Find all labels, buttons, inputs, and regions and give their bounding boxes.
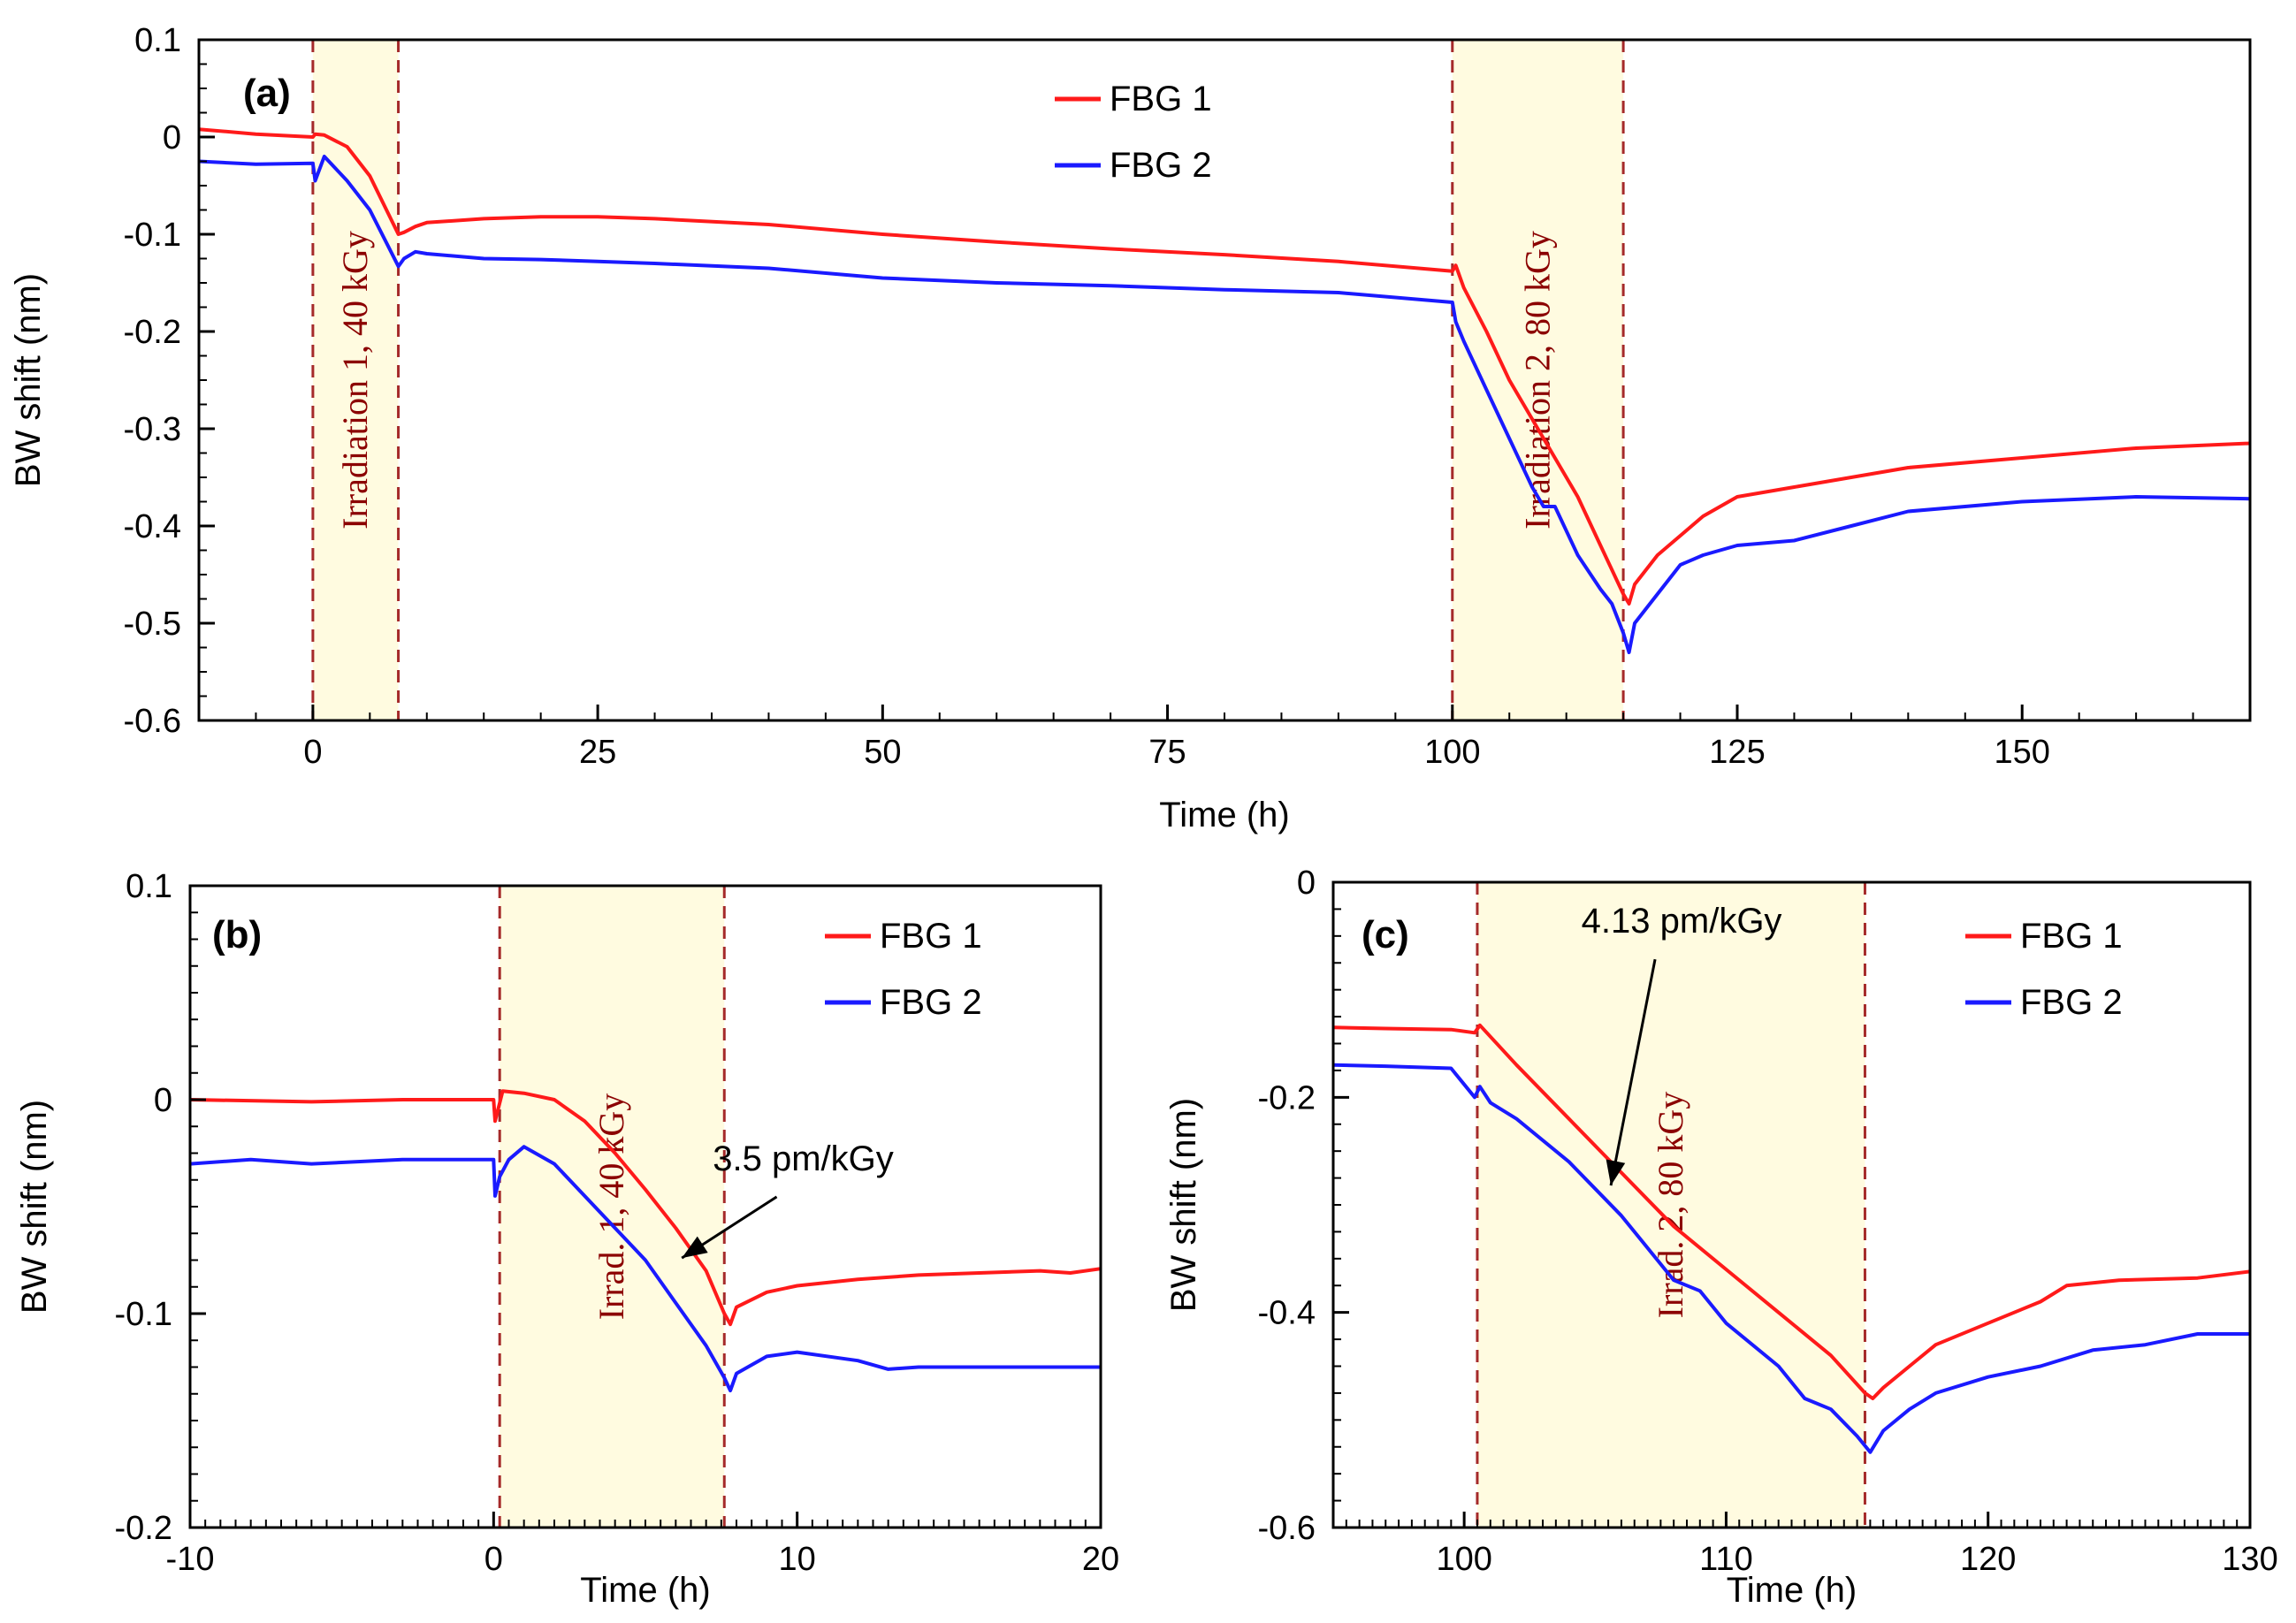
x-tick-label: 130 (2222, 1541, 2277, 1578)
panel-c: Irrad. 2, 80 kGy 100 110 120 130 0 -0.2 -0.4 -0.… (1164, 865, 2278, 1610)
y-tick-label: -0.4 (1258, 1295, 1316, 1332)
panel-label: (c) (1362, 913, 1409, 956)
series-line-fbg-1 (1332, 1023, 2251, 1400)
panel-b: Irrad. 1, 40 kGy -10 0 10 20 0.1 0 -0.1 -0.2 Time… (15, 868, 1119, 1610)
y-axis-title: BW shift (nm) (9, 273, 48, 487)
x-tick-label: 25 (579, 734, 616, 771)
annotation-arrow-shaft (1609, 958, 1657, 1186)
y-axis-title: BW shift (nm) (15, 1100, 54, 1314)
x-tick-label: 150 (1995, 734, 2050, 771)
y-tick-label: -0.6 (124, 703, 181, 740)
x-tick-label: 120 (1960, 1541, 2016, 1578)
x-axis-title: Time (h) (580, 1571, 710, 1610)
panel-label: (a) (243, 72, 291, 115)
irradiation-label: Irrad. 2, 80 kGy (1651, 1092, 1690, 1319)
x-tick-label: 20 (1082, 1541, 1119, 1578)
y-tick-label: 0.1 (126, 868, 172, 905)
y-tick-label: -0.2 (124, 314, 181, 351)
x-tick-label: -10 (166, 1541, 215, 1578)
y-axis-title: BW shift (nm) (1164, 1098, 1203, 1312)
x-tick-label: 50 (864, 734, 901, 771)
y-tick-label: -0.4 (124, 508, 181, 545)
series-line-fbg-2 (198, 155, 2251, 654)
x-tick-label: 125 (1709, 734, 1765, 771)
y-tick-label: -0.2 (115, 1510, 172, 1547)
irradiation-region (312, 40, 399, 720)
x-tick-label: 0 (484, 1541, 503, 1578)
legend-entry: FBG 1 (1110, 80, 1212, 118)
x-tick-label: 100 (1424, 734, 1480, 771)
irradiation-label: Irrad. 1, 40 kGy (591, 1093, 631, 1321)
irradiation-region (500, 886, 725, 1528)
x-axis-title: Time (h) (1159, 796, 1289, 834)
y-tick-label: -0.6 (1258, 1510, 1316, 1547)
panel-a: Irradiation 1, 40 kGy Irradiation 2, 80 k… (9, 22, 2252, 834)
legend-entry: FBG 1 (2020, 917, 2123, 956)
y-tick-label: 0 (1297, 865, 1316, 902)
legend-entry: FBG 2 (880, 983, 982, 1022)
y-tick-label: -0.2 (1258, 1079, 1316, 1116)
legend-entry: FBG 1 (880, 917, 982, 956)
legend-entry: FBG 2 (1110, 146, 1212, 185)
x-tick-label: 10 (779, 1541, 816, 1578)
y-tick-label: -0.5 (124, 606, 181, 643)
slope-annotation: 4.13 pm/kGy (1582, 902, 1782, 941)
y-tick-label: 0.1 (134, 22, 181, 59)
plot-frame (197, 38, 2252, 722)
legend-entry: FBG 2 (2020, 983, 2123, 1022)
x-axis-title: Time (h) (1727, 1571, 1857, 1610)
irradiation-region (1476, 882, 1865, 1528)
irradiation-label: Irradiation 2, 80 kGy (1517, 231, 1557, 530)
series-line-fbg-2 (189, 1145, 1101, 1393)
series-line-fbg-2 (1332, 1063, 2250, 1454)
y-tick-label: -0.1 (115, 1296, 172, 1333)
x-tick-label: 100 (1436, 1541, 1491, 1578)
x-tick-label: 75 (1148, 734, 1186, 771)
annotation-arrow-head (682, 1236, 708, 1259)
y-tick-label: 0 (154, 1082, 172, 1119)
x-tick-label: 110 (1699, 1541, 1753, 1578)
slope-annotation: 3.5 pm/kGy (713, 1139, 894, 1178)
y-tick-label: 0 (163, 119, 181, 156)
irradiation-label: Irradiation 1, 40 kGy (335, 231, 375, 530)
y-tick-label: -0.1 (124, 217, 181, 254)
y-tick-label: -0.3 (124, 411, 181, 448)
annotation-arrow-head (1606, 1159, 1626, 1186)
series-line-fbg-1 (198, 127, 2251, 606)
panel-label: (b) (212, 913, 262, 956)
x-tick-label: 0 (303, 734, 322, 771)
